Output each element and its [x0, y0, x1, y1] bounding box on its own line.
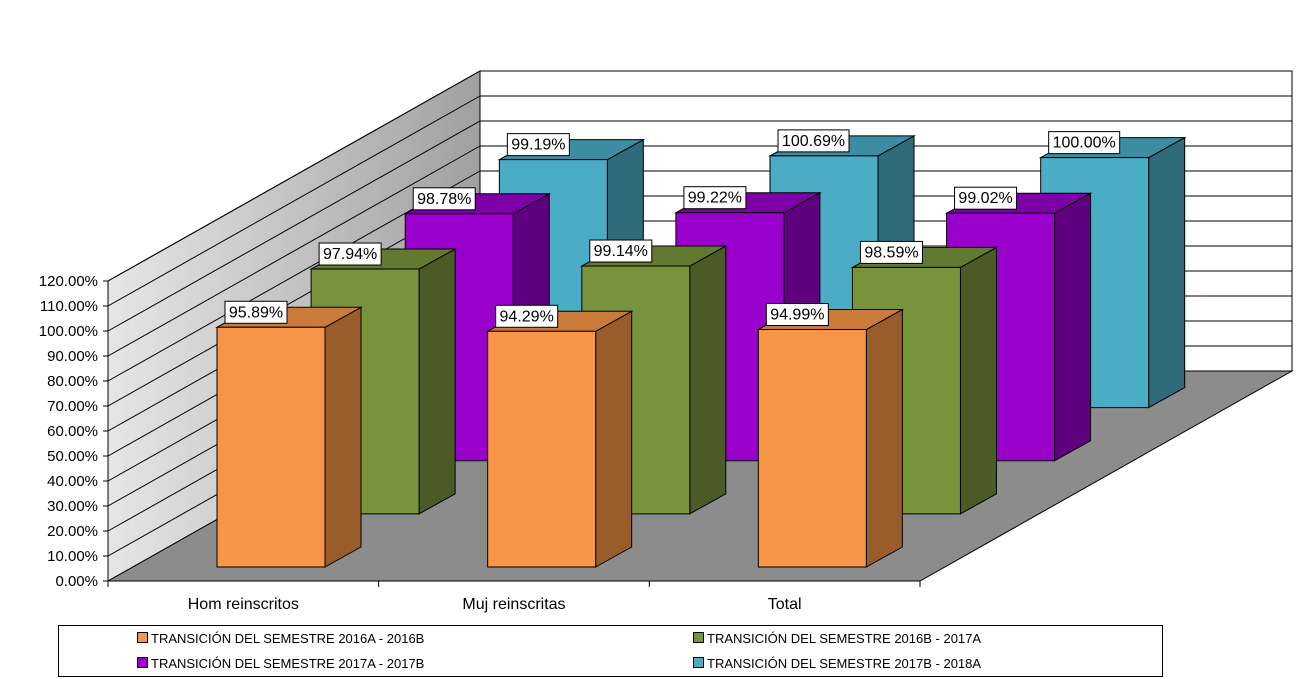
data-label: 98.78%: [412, 187, 476, 211]
data-label: 100.00%: [1048, 131, 1121, 155]
data-label-text: 98.59%: [864, 244, 918, 261]
y-tick-label: 0.00%: [55, 573, 98, 590]
data-label: 100.69%: [777, 129, 850, 153]
bar-side: [865, 308, 903, 568]
data-label: 94.29%: [495, 304, 559, 328]
legend-swatch-series-1: [137, 632, 148, 643]
data-label-text: 95.89%: [229, 304, 283, 321]
x-category-label: Muj reinscritas: [462, 596, 565, 613]
x-category-label: Total: [768, 596, 802, 613]
bar-front: [757, 329, 867, 568]
data-label-box: [1048, 131, 1121, 155]
gridline-side: [107, 120, 481, 332]
data-label-text: 99.14%: [594, 243, 648, 260]
data-label-text: 94.99%: [770, 307, 824, 324]
data-label-box: [777, 129, 850, 153]
legend-item-series-1: TRANSICIÓN DEL SEMESTRE 2016A - 2016B: [137, 629, 424, 649]
data-label-box: [495, 304, 559, 328]
data-label-text: 99.19%: [511, 137, 565, 154]
bar-side: [324, 306, 362, 568]
y-tick-label: 80.00%: [47, 373, 98, 390]
legend-label-series-4: TRANSICIÓN DEL SEMESTRE 2017B - 2018A: [707, 656, 982, 671]
data-label-box: [412, 187, 476, 211]
data-label-box: [506, 133, 570, 157]
legend-swatch-series-2: [693, 632, 704, 643]
legend-item-series-4: TRANSICIÓN DEL SEMESTRE 2017B - 2018A: [693, 654, 981, 674]
data-label-text: 99.22%: [688, 190, 742, 207]
x-category-label: Hom reinscritos: [188, 596, 299, 613]
bar: [756, 308, 905, 568]
bar-side: [595, 310, 633, 568]
bar-front: [216, 326, 326, 568]
y-tick-label: 30.00%: [47, 498, 98, 515]
chart-axes: 0.00% 10.00% 20.00% 30.00% 40.00% 50.00% 60.00…: [39, 273, 921, 613]
bar-side: [418, 248, 456, 515]
data-label-text: 98.78%: [417, 191, 471, 208]
gridline-side: [107, 145, 481, 357]
data-label: 97.94%: [318, 242, 382, 266]
gridline-side: [107, 95, 481, 307]
bar-front: [487, 330, 597, 568]
y-tick-label: 50.00%: [47, 448, 98, 465]
bar-side: [959, 246, 997, 515]
data-label-text: 94.29%: [500, 308, 554, 325]
bar-side: [1054, 192, 1092, 462]
chart-bars: [215, 135, 1187, 568]
data-label-text: 99.02%: [958, 190, 1012, 207]
data-label-box: [224, 300, 288, 324]
y-tick-label: 60.00%: [47, 423, 98, 440]
data-labels: 99.19% 100.69% 100.00% 98.78% 99.22% 99.02% 97…: [224, 129, 1121, 328]
y-tick-label: 70.00%: [47, 398, 98, 415]
y-tick-label: 90.00%: [47, 348, 98, 365]
data-label-text: 97.94%: [323, 246, 377, 263]
legend-swatch-series-4: [693, 657, 704, 668]
y-tick-label: 20.00%: [47, 523, 98, 540]
data-label-box: [765, 303, 829, 327]
legend-label-series-1: TRANSICIÓN DEL SEMESTRE 2016A - 2016B: [151, 631, 425, 646]
bar-side: [689, 245, 727, 515]
legend-swatch-series-3: [137, 657, 148, 668]
legend-label-series-3: TRANSICIÓN DEL SEMESTRE 2017A - 2017B: [151, 656, 425, 671]
data-label: 99.02%: [954, 186, 1018, 210]
legend-label-series-2: TRANSICIÓN DEL SEMESTRE 2016B - 2017A: [707, 631, 982, 646]
data-label-text: 100.00%: [1053, 135, 1116, 152]
gridline-side: [107, 70, 481, 282]
data-label-text: 100.69%: [782, 133, 845, 150]
y-tick-label: 10.00%: [47, 548, 98, 565]
y-tick-label: 100.00%: [39, 323, 98, 340]
bar-side: [1148, 136, 1186, 409]
data-label: 99.14%: [589, 239, 653, 263]
bar: [485, 310, 634, 568]
data-label: 98.59%: [859, 240, 923, 264]
y-tick-label: 120.00%: [39, 273, 98, 290]
data-label: 99.19%: [506, 133, 570, 157]
data-label-box: [589, 239, 653, 263]
data-label: 95.89%: [224, 300, 288, 324]
y-tick-label: 40.00%: [47, 473, 98, 490]
bar: [215, 306, 363, 568]
data-label-box: [954, 186, 1018, 210]
legend-item-series-2: TRANSICIÓN DEL SEMESTRE 2016B - 2017A: [693, 629, 981, 649]
legend: TRANSICIÓN DEL SEMESTRE 2016A - 2016B TR…: [58, 625, 1163, 677]
y-tick-label: 110.00%: [40, 298, 98, 315]
data-label: 94.99%: [765, 303, 829, 327]
data-label-box: [318, 242, 382, 266]
data-label-box: [683, 186, 747, 210]
legend-item-series-3: TRANSICIÓN DEL SEMESTRE 2017A - 2017B: [137, 654, 424, 674]
data-label-box: [859, 240, 923, 264]
data-label: 99.22%: [683, 186, 747, 210]
